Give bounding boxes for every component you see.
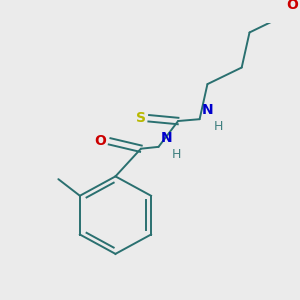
Text: O: O — [287, 0, 298, 12]
Text: N: N — [160, 131, 172, 145]
Text: N: N — [202, 103, 213, 117]
Text: S: S — [136, 111, 146, 125]
Text: H: H — [213, 120, 223, 133]
Text: O: O — [94, 134, 106, 148]
Text: H: H — [172, 148, 182, 161]
